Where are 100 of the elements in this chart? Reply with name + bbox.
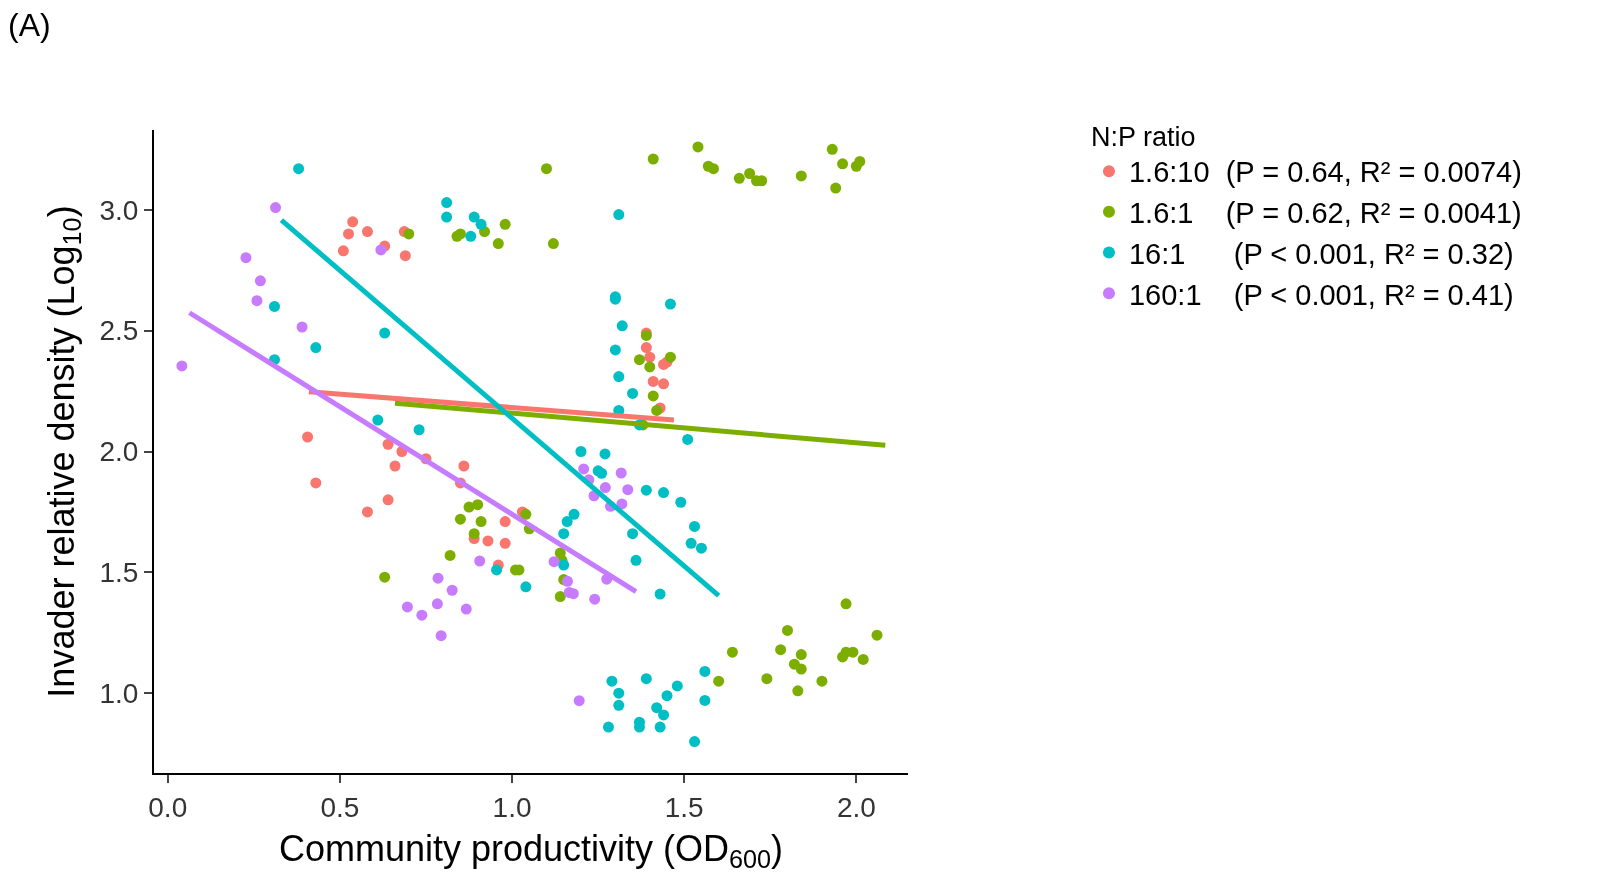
point (857, 653, 869, 665)
point (675, 496, 687, 508)
point (561, 516, 573, 528)
point (596, 467, 608, 479)
point (733, 172, 745, 184)
point (613, 687, 625, 699)
point (435, 630, 447, 642)
legend-label: 1.6:10 (P = 0.64, R² = 0.0074) (1128, 156, 1522, 189)
point (589, 593, 601, 605)
y-tick-label: 1.0 (99, 678, 139, 710)
point (644, 351, 656, 363)
x-tick-label: 0.0 (148, 791, 188, 823)
point (474, 555, 486, 567)
point (416, 609, 428, 621)
point (431, 598, 443, 610)
point (375, 244, 387, 256)
point (492, 238, 504, 250)
point (558, 559, 570, 571)
point (692, 141, 704, 153)
point (622, 484, 634, 496)
point (499, 516, 511, 528)
point (795, 663, 807, 675)
y-tick-label: 2.5 (99, 315, 139, 347)
point (347, 216, 359, 228)
point (251, 295, 263, 307)
point (826, 143, 838, 155)
legend-label: 1.6:1 (P = 0.62, R² = 0.0041) (1128, 197, 1522, 230)
point (658, 709, 670, 721)
point (795, 649, 807, 661)
point (399, 250, 411, 262)
point (540, 163, 552, 175)
point (302, 431, 314, 443)
point (761, 673, 773, 685)
point (664, 351, 676, 363)
point (379, 327, 391, 339)
point (575, 446, 587, 457)
point (270, 202, 282, 214)
point (726, 646, 738, 658)
point (640, 484, 652, 496)
point (568, 508, 580, 520)
point (644, 361, 656, 373)
point (499, 218, 511, 230)
point (520, 508, 532, 520)
point (441, 197, 453, 209)
x-tick-label: 1.5 (664, 791, 704, 823)
point (176, 360, 188, 372)
point (401, 601, 413, 613)
x-tick-label: 1.0 (492, 791, 532, 823)
point (707, 163, 719, 175)
point (454, 513, 466, 525)
point (475, 516, 487, 528)
point (689, 736, 701, 748)
point (599, 448, 611, 460)
point (647, 153, 659, 165)
point (444, 549, 456, 561)
point (578, 463, 590, 475)
point (654, 588, 666, 600)
point (468, 211, 480, 223)
chart-title: (A) (8, 6, 51, 43)
legend-title: N:P ratio (1090, 121, 1196, 152)
point (379, 571, 391, 583)
point (547, 238, 559, 250)
point (633, 354, 645, 366)
point (615, 467, 627, 479)
point (695, 542, 707, 554)
x-tick-label: 0.5 (320, 791, 360, 823)
point (854, 155, 866, 167)
point (689, 520, 701, 532)
point (640, 342, 652, 354)
point (602, 721, 614, 733)
point (664, 298, 676, 310)
point (441, 211, 453, 223)
point (647, 375, 659, 387)
point (651, 702, 663, 714)
point (372, 414, 384, 426)
point (782, 624, 793, 636)
point (458, 460, 470, 472)
point (558, 528, 570, 540)
point (713, 675, 725, 687)
point (413, 424, 425, 436)
point (682, 433, 694, 445)
point (465, 230, 477, 242)
point (616, 320, 628, 332)
point (661, 690, 673, 702)
point (310, 477, 322, 489)
legend-label: 16:1 (P < 0.001, R² = 0.32) (1128, 237, 1514, 270)
point (573, 695, 585, 707)
point (613, 371, 625, 383)
point (795, 170, 807, 182)
point (685, 537, 697, 549)
point (337, 245, 349, 257)
point (389, 460, 401, 472)
point (671, 680, 683, 692)
point (432, 572, 444, 584)
point (640, 673, 652, 685)
point (609, 344, 621, 356)
point (520, 581, 532, 593)
point (627, 528, 639, 540)
point (254, 275, 266, 287)
point (361, 226, 373, 238)
